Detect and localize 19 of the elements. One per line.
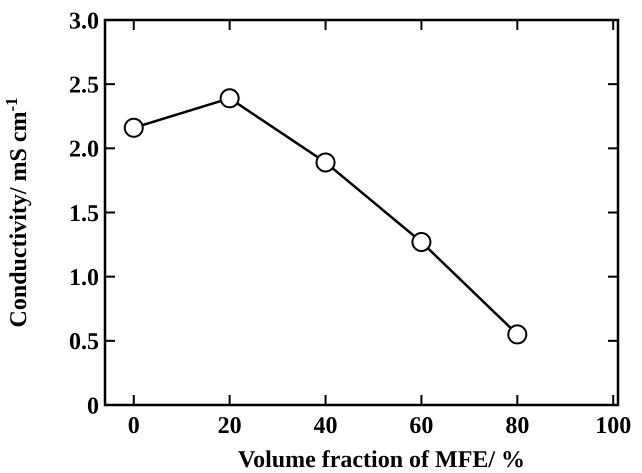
x-tick-label: 0 [128,413,140,439]
x-tick-label: 100 [595,413,632,439]
x-tick-label: 80 [505,413,530,439]
y-tick-label: 1.0 [69,265,99,292]
x-tick-label: 60 [409,413,434,439]
point [124,118,144,138]
point [220,88,240,108]
x-tick-label: 20 [218,413,242,439]
y-tick-label: 1.5 [69,200,99,227]
point [316,152,336,172]
y-tick-label: 2.0 [69,136,99,163]
y-tick-label: 2.5 [69,72,99,99]
point [411,232,432,252]
y-tick-label: 0 [87,393,99,420]
x-axis-title: Volume fraction of MFE/ % [238,447,526,473]
y-tick-label: 0.5 [69,329,99,356]
point [507,324,528,344]
y-tick-label: 3.0 [69,8,99,34]
x-tick-label: 40 [314,413,338,439]
